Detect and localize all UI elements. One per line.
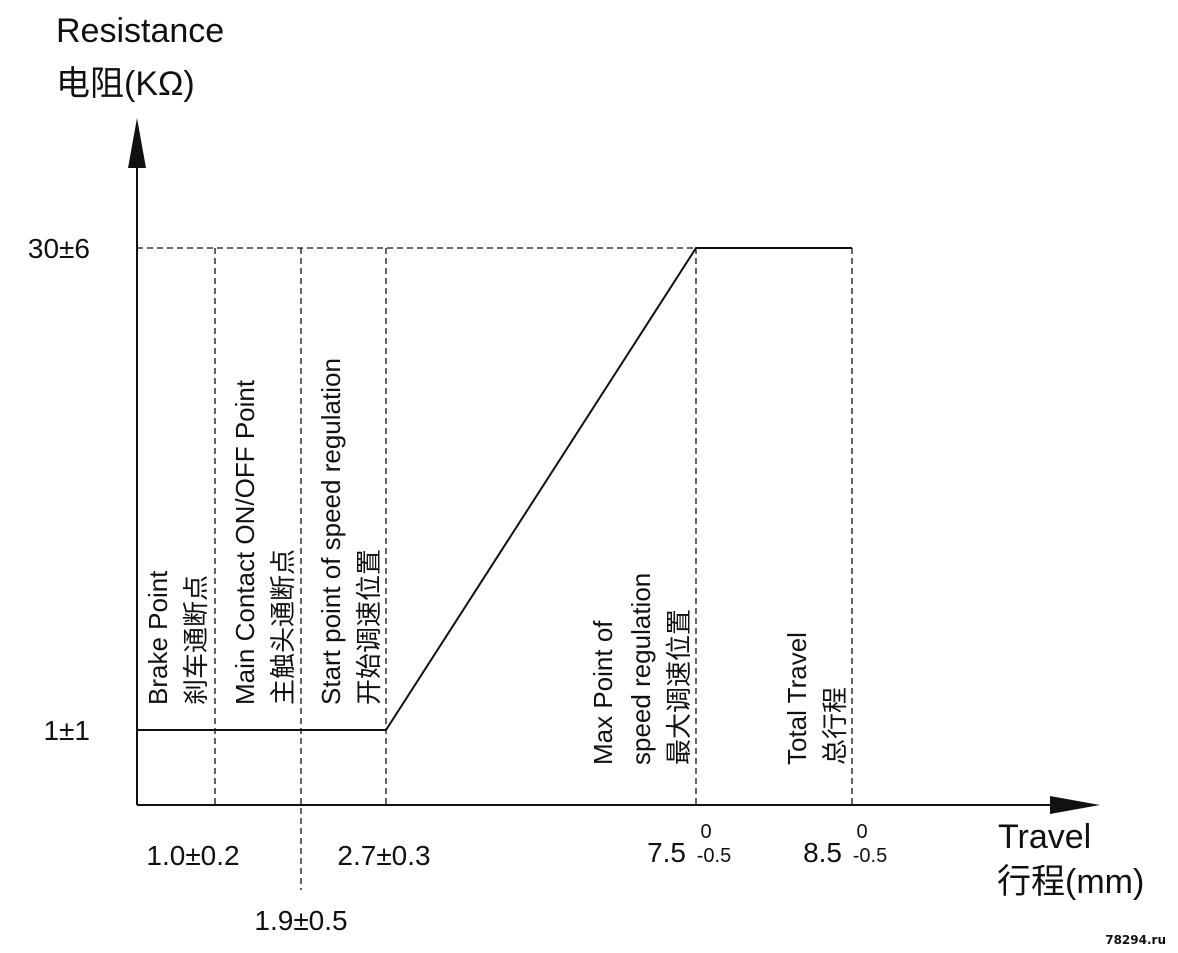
- annotation-2-line-1: 开始调速位置: [354, 549, 384, 705]
- annotation-3-line-0: Max Point of: [588, 620, 618, 765]
- y-tick-labels: 30±6 1±1: [28, 233, 90, 746]
- x-tick-label-0: 1.0±0.2: [146, 840, 239, 871]
- x-axis-title-en: Travel: [998, 818, 1091, 856]
- axes: [128, 118, 1100, 814]
- y-axis-arrow: [128, 118, 146, 168]
- annotations: Brake Point 刹车通断点 Main Contact ON/OFF Poin…: [143, 358, 850, 765]
- x-tick-tol-lower-4: -0.5: [853, 845, 887, 867]
- annotation-1-line-1: 主触头通断点: [268, 549, 298, 705]
- x-tick-label-3: 7.5: [647, 837, 686, 868]
- series-line-0: [137, 247, 852, 731]
- annotation-2-line-0: Start point of speed regulation: [316, 358, 346, 705]
- annotation-3-line-2: 最大调速位置: [664, 609, 694, 765]
- y-axis-title-zh: 电阻(KΩ): [56, 65, 195, 103]
- x-tick-tol-upper-4: 0: [856, 821, 867, 843]
- guide-lines: [137, 247, 853, 890]
- x-tick-labels: 1.0±0.21.9±0.52.7±0.3 7.50-0.5 8.50-0.5: [146, 821, 887, 936]
- x-tick-tol-upper-3: 0: [700, 821, 711, 843]
- watermark: 78294.ru: [1105, 933, 1166, 947]
- x-tick-label-1: 1.9±0.5: [254, 905, 347, 936]
- x-tick-label-4: 8.5: [803, 837, 842, 868]
- series: [137, 247, 852, 731]
- y-tick-label-0: 30±6: [28, 233, 90, 264]
- annotation-1-line-0: Main Contact ON/OFF Point: [230, 379, 260, 705]
- y-tick-label-1: 1±1: [43, 715, 90, 746]
- y-axis-title-en: Resistance: [56, 12, 224, 50]
- x-tick-label-2: 2.7±0.3: [337, 840, 430, 871]
- annotation-0-line-1: 刹车通断点: [181, 575, 211, 705]
- annotation-0-line-0: Brake Point: [143, 570, 173, 705]
- annotation-3-line-1: speed regulation: [626, 573, 656, 765]
- x-axis-arrow: [1050, 796, 1100, 814]
- annotation-4-line-0: Total Travel: [782, 632, 812, 765]
- x-axis-title-zh: 行程(mm): [997, 863, 1144, 901]
- x-tick-tol-lower-3: -0.5: [697, 845, 731, 867]
- annotation-4-line-1: 总行程: [820, 687, 850, 765]
